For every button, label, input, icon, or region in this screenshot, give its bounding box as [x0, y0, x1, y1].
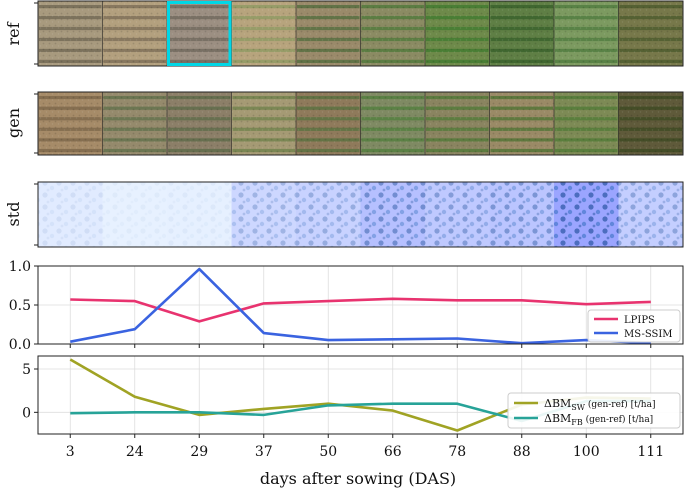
std-tile: [360, 182, 425, 247]
strip-frame: [37, 181, 684, 248]
std-image-strip: [34, 181, 684, 248]
series-line-0: [70, 297, 651, 323]
legend-label-1: MS-SSIM: [624, 329, 673, 340]
image-tile: [102, 1, 167, 66]
x-tick-label: 100: [573, 444, 600, 460]
image-tile: [295, 92, 361, 155]
x-tick-label: 29: [190, 444, 208, 460]
gen-image-strip: [34, 91, 684, 156]
image-tile: [166, 92, 232, 155]
strip-frame: [37, 0, 684, 67]
image-tile: [553, 1, 619, 66]
legend-label-1: ΔBMFB (gen-ref) [t/ha]: [544, 412, 653, 427]
image-tile: [295, 1, 361, 66]
x-axis-label: days after sowing (DAS): [260, 469, 456, 488]
y-tick-label: 1.0: [9, 259, 31, 275]
ref-image-strip: [34, 0, 684, 67]
image-tile: [618, 92, 683, 155]
x-tick-label: 37: [255, 444, 273, 460]
image-tile: [231, 1, 296, 66]
y-tick-label: 0.0: [9, 337, 31, 353]
y-tick-label: 0: [22, 405, 31, 421]
image-tile: [102, 92, 167, 155]
legend-box: [507, 392, 681, 429]
plot-frame: [37, 265, 684, 345]
image-tile: [231, 92, 296, 155]
row-label-gen: gen: [4, 108, 23, 138]
x-tick-label: 66: [384, 444, 402, 460]
row-label-std: std: [4, 202, 23, 227]
std-tile: [167, 182, 232, 247]
std-tile: [425, 182, 490, 247]
x-tick-label: 50: [319, 444, 337, 460]
image-tile: [424, 92, 490, 155]
std-tile: [489, 182, 554, 247]
std-tile: [554, 182, 619, 247]
x-tick-label: 3: [66, 444, 75, 460]
image-tile: [489, 1, 554, 66]
strip-frame: [37, 91, 684, 156]
image-tile: [360, 92, 425, 155]
image-tile: [618, 1, 683, 66]
highlight-frame: [167, 1, 232, 66]
legend-label-0: ΔBMSW (gen-ref) [t/ha]: [544, 397, 655, 412]
image-tile: [424, 1, 490, 66]
legend: LPIPS MS-SSIM: [587, 309, 681, 343]
image-tile: [553, 92, 619, 155]
plot-frame: [37, 355, 684, 435]
y-tick-label: 5: [22, 362, 31, 378]
legend-label-0: LPIPS: [624, 315, 655, 326]
std-tile: [38, 182, 103, 247]
x-tick-label: 88: [513, 444, 531, 460]
std-tile: [618, 182, 683, 247]
x-tick-label: 78: [448, 444, 466, 460]
row-label-ref: ref: [4, 21, 23, 45]
y-tick-label: 0.5: [9, 298, 31, 314]
metric-chart: 0.0 0.5 1.0 LPIPS MS-SSIM: [9, 259, 684, 353]
legend: ΔBMSW (gen-ref) [t/ha]ΔBMFB (gen-ref) [t…: [507, 392, 681, 429]
image-tile: [166, 1, 232, 66]
image-tile: [37, 1, 103, 66]
biomass-chart: 0 5 3 24 29 37 50 66 78 88 100 111 ΔBMSW (gen-ref) […: [22, 355, 684, 460]
std-tile: [296, 182, 361, 247]
series-line-1: [70, 267, 651, 345]
image-tile: [360, 1, 425, 66]
x-tick-label: 111: [637, 444, 664, 460]
x-tick-label: 24: [126, 444, 144, 460]
std-tile: [102, 182, 167, 247]
std-tile: [231, 182, 296, 247]
image-tile: [37, 92, 103, 155]
image-tile: [489, 92, 554, 155]
